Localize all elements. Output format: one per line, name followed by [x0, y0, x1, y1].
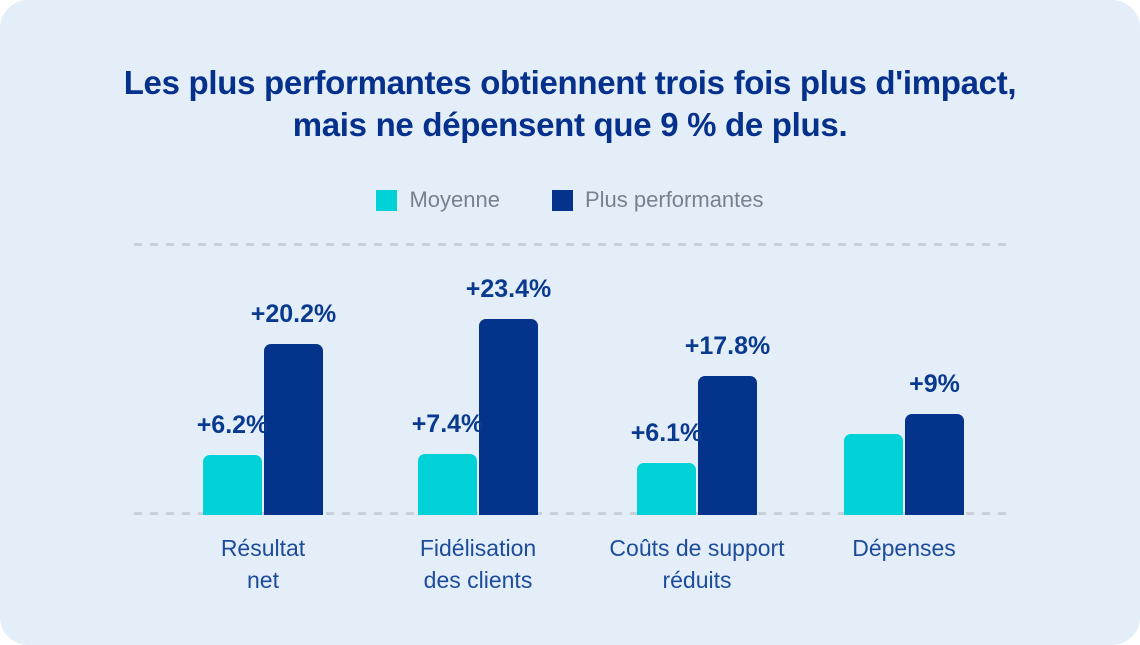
value-label-average-3: +6.1%: [630, 419, 703, 447]
legend-label-top-performers: Plus performantes: [584, 187, 764, 212]
bar-chart: +6.2% +20.2% Résultat net +7.4% +23.4% Fidéli…: [134, 243, 1010, 593]
bar-average-2: [418, 454, 477, 515]
chart-title-line1: Les plus performantes obtiennent trois f…: [123, 64, 1017, 101]
category-label-1: Résultat net: [220, 535, 306, 593]
category-label-4: Dépenses: [852, 535, 956, 561]
value-label-top-performers-3: +17.8%: [684, 332, 771, 360]
value-label-average-1: +6.2%: [196, 411, 269, 439]
bar-average-3: [637, 463, 696, 515]
value-label-top-performers-1: +20.2%: [250, 300, 337, 328]
bar-average-4: [844, 434, 903, 515]
chart-title: Les plus performantes obtiennent trois f…: [0, 62, 1140, 146]
legend-label-average: Moyenne: [409, 187, 500, 212]
top-dashed-rule: [134, 243, 1010, 246]
legend-swatch-average: [376, 189, 398, 211]
legend-item-average: Moyenne: [376, 187, 500, 213]
value-label-top-performers-4: +9%: [909, 370, 960, 398]
legend-swatch-top-performers: [551, 189, 573, 211]
bar-top-performers-4: [905, 414, 964, 515]
bar-average-1: [203, 455, 262, 515]
category-label-3: Coûts de support réduits: [609, 535, 785, 593]
value-label-top-performers-2: +23.4%: [465, 275, 552, 303]
chart-title-line2: mais ne dépensent que 9 % de plus.: [292, 106, 848, 143]
bar-top-performers-1: [264, 344, 323, 515]
category-label-2: Fidélisation des clients: [419, 535, 537, 593]
baseline-dashed-rule: [134, 512, 1010, 515]
bar-top-performers-3: [698, 376, 757, 515]
value-label-average-2: +7.4%: [411, 410, 484, 438]
legend-item-top-performers: Plus performantes: [551, 187, 764, 213]
bar-top-performers-2: [479, 319, 538, 515]
legend: Moyenne Plus performantes: [0, 187, 1140, 213]
